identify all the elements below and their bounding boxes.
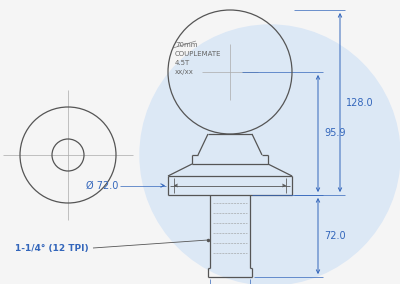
Text: 4.5T: 4.5T xyxy=(175,60,190,66)
Text: 1-1/4° (12 TPI): 1-1/4° (12 TPI) xyxy=(15,243,89,252)
Text: 128.0: 128.0 xyxy=(346,97,374,108)
Text: Ø 72.0: Ø 72.0 xyxy=(86,181,118,191)
Text: 95.9: 95.9 xyxy=(324,128,346,139)
Text: 70mm: 70mm xyxy=(175,42,198,48)
Text: COUPLEMATE: COUPLEMATE xyxy=(175,51,222,57)
Text: xx/xx: xx/xx xyxy=(175,69,194,75)
Circle shape xyxy=(140,25,400,284)
Text: 72.0: 72.0 xyxy=(324,231,346,241)
